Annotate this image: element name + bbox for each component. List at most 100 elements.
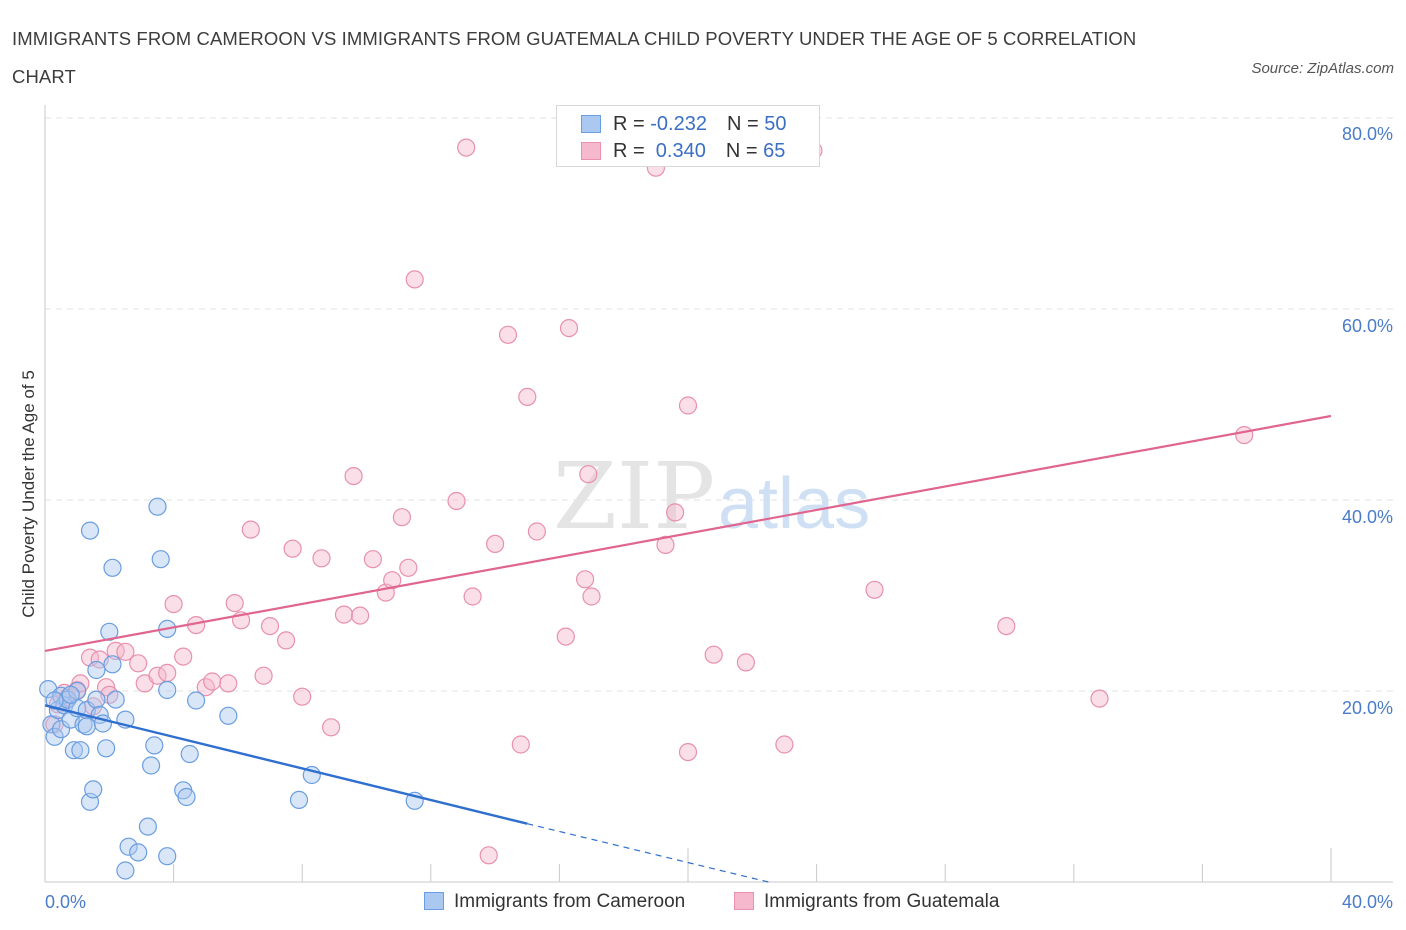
cameroon-point xyxy=(64,741,84,760)
guatemala-point xyxy=(559,319,579,338)
guatemala-trend-line xyxy=(44,414,1332,652)
legend-r-value: -0.232 xyxy=(650,113,707,135)
guatemala-point xyxy=(334,605,354,624)
cameroon-trend-extension xyxy=(527,823,769,883)
cameroon-point xyxy=(129,843,148,862)
guatemala-point xyxy=(277,631,296,650)
x-axis-ticks xyxy=(44,848,1332,882)
cameroon-point xyxy=(96,739,116,758)
cameroon-point xyxy=(87,660,106,680)
cameroon-trend-line xyxy=(44,704,528,825)
legend-row-cameroon: R = -0.232 N = 50 xyxy=(581,111,786,137)
cameroon-point xyxy=(187,691,206,710)
y-tick-label: 80.0% xyxy=(1342,124,1393,144)
guatemala-point xyxy=(116,642,135,661)
guatemala-point xyxy=(158,663,177,683)
guatemala-point xyxy=(511,735,530,754)
guatemala-point xyxy=(219,674,238,693)
cameroon-point xyxy=(61,685,80,704)
guatemala-point xyxy=(392,508,411,527)
guatemala-point xyxy=(363,550,382,569)
guatemala-points xyxy=(45,138,1254,865)
guatemala-point xyxy=(405,270,424,289)
y-tick-labels: 80.0% 60.0% 40.0% 20.0% xyxy=(1342,124,1393,718)
guatemala-point xyxy=(399,558,418,577)
cameroon-point xyxy=(106,690,125,709)
guatemala-point xyxy=(129,654,148,673)
cameroon-point xyxy=(289,790,309,810)
cameroon-point xyxy=(116,861,135,880)
y-axis-label: Child Poverty Under the Age of 5 xyxy=(19,370,38,618)
y-tick-label: 40.0% xyxy=(1342,507,1393,527)
guatemala-point xyxy=(254,666,273,685)
series-legend-cameroon[interactable]: Immigrants from Cameroon xyxy=(424,888,685,916)
cameroon-point xyxy=(45,691,64,710)
cameroon-point xyxy=(151,550,170,569)
guatemala-point xyxy=(203,672,222,691)
cameroon-point xyxy=(158,680,177,700)
series-legend-guatemala[interactable]: Immigrants from Guatemala xyxy=(734,888,999,916)
guatemala-point xyxy=(457,138,476,157)
guatemala-point xyxy=(775,735,794,754)
gridlines xyxy=(45,117,1393,692)
legend-row-guatemala: R = 0.340 N = 65 xyxy=(581,138,785,164)
guatemala-point xyxy=(665,503,685,522)
series-label-guatemala: Immigrants from Guatemala xyxy=(764,891,1000,912)
cameroon-point xyxy=(119,837,138,856)
watermark: ZIP atlas xyxy=(553,443,870,550)
legend-n-value: 65 xyxy=(763,140,786,162)
guatemala-point xyxy=(736,653,756,672)
y-tick-label: 60.0% xyxy=(1342,316,1393,336)
guatemala-point xyxy=(575,570,595,589)
guatemala-point xyxy=(1090,689,1109,708)
legend-r-label: R = xyxy=(613,140,645,162)
guatemala-point xyxy=(322,718,341,737)
cameroon-point xyxy=(51,720,71,739)
legend-swatch-guatemala xyxy=(581,142,601,160)
cameroon-point xyxy=(138,817,157,836)
series-legend: Immigrants from Cameroon Immigrants from… xyxy=(0,888,1406,916)
y-tick-label: 20.0% xyxy=(1342,698,1393,718)
legend-n-value: 50 xyxy=(764,113,787,135)
watermark-zip: ZIP xyxy=(553,443,715,550)
guatemala-point xyxy=(164,594,183,614)
guatemala-point xyxy=(174,647,193,666)
guatemala-point xyxy=(344,467,363,486)
cameroon-point xyxy=(158,847,177,866)
series-swatch-cameroon xyxy=(424,892,444,910)
x-tick-labels: 0.0% 40.0% xyxy=(45,892,1393,912)
cameroon-point xyxy=(148,497,167,516)
legend-n-label: N = xyxy=(726,113,759,135)
cameroon-points xyxy=(39,497,424,880)
guatemala-point xyxy=(293,687,312,706)
cameroon-point xyxy=(100,622,119,641)
legend-r-value: 0.340 xyxy=(650,140,706,162)
guatemala-point xyxy=(486,534,505,554)
legend-r-label: R = xyxy=(613,113,645,135)
guatemala-point xyxy=(865,580,884,599)
cameroon-point xyxy=(80,521,100,540)
cameroon-point xyxy=(219,706,238,725)
cameroon-point xyxy=(71,741,90,760)
cameroon-point xyxy=(87,690,106,709)
guatemala-point xyxy=(383,571,402,590)
cameroon-point xyxy=(45,727,64,746)
series-label-cameroon: Immigrants from Cameroon xyxy=(454,891,686,912)
guatemala-point xyxy=(704,645,723,664)
guatemala-point xyxy=(225,593,244,613)
cameroon-point xyxy=(145,736,164,755)
cameroon-point xyxy=(177,787,196,807)
guatemala-point xyxy=(241,520,260,539)
guatemala-point xyxy=(656,535,675,555)
guatemala-point xyxy=(579,465,598,484)
guatemala-point xyxy=(447,491,466,511)
guatemala-point xyxy=(463,587,482,606)
axes xyxy=(44,105,1393,883)
guatemala-point xyxy=(283,539,302,558)
source-label: Source: ZipAtlas.com xyxy=(1251,60,1394,77)
guatemala-point xyxy=(1235,426,1254,445)
guatemala-point xyxy=(678,396,698,415)
legend-swatch-cameroon xyxy=(581,115,601,133)
guatemala-point xyxy=(582,587,601,606)
